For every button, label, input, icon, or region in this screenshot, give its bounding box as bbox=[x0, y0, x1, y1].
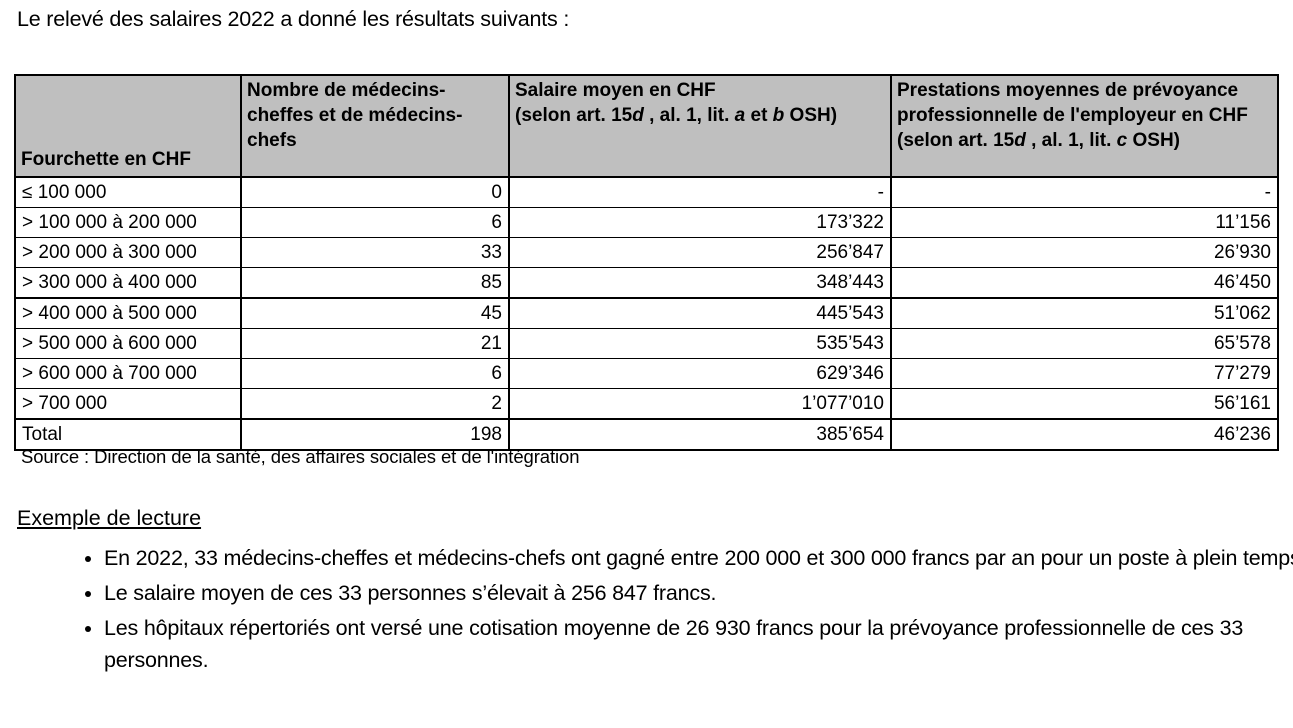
cell-range: > 500 000 à 600 000 bbox=[14, 328, 241, 359]
header-salary-legal-ref: (selon art. 15d , al. 1, lit. a et b OSH… bbox=[515, 105, 838, 126]
cell-pension: 26’930 bbox=[890, 237, 1278, 268]
cell-pension: 11’156 bbox=[890, 207, 1278, 238]
list-item: Le salaire moyen de ces 33 personnes s’é… bbox=[104, 577, 1293, 609]
table-row: > 500 000 à 600 000 21 535’543 65’578 bbox=[14, 328, 1278, 359]
cell-salary: 256’847 bbox=[508, 237, 891, 268]
cell-count: 6 bbox=[240, 358, 509, 389]
cell-range-total: Total bbox=[14, 418, 241, 450]
header-cell-pension: Prestations moyennes de prévoyance profe… bbox=[890, 74, 1278, 178]
cell-range: > 600 000 à 700 000 bbox=[14, 358, 241, 389]
cell-salary: 173’322 bbox=[508, 207, 891, 238]
header-cell-count: Nombre de médecins-cheffes et de médecin… bbox=[240, 74, 509, 178]
source-note: Source : Direction de la santé, des affa… bbox=[21, 446, 580, 467]
header-pension-legal-ref: (selon art. 15d , al. 1, lit. c OSH) bbox=[897, 130, 1180, 151]
table-row: ≤ 100 000 0 - - bbox=[14, 176, 1278, 208]
cell-range: ≤ 100 000 bbox=[14, 176, 241, 208]
cell-salary: 629’346 bbox=[508, 358, 891, 389]
cell-count: 21 bbox=[240, 328, 509, 359]
cell-pension: 51’062 bbox=[890, 297, 1278, 329]
salary-table: Fourchette en CHF Nombre de médecins-che… bbox=[14, 74, 1279, 451]
list-item: Les hôpitaux répertoriés ont versé une c… bbox=[104, 612, 1293, 676]
table-header-row: Fourchette en CHF Nombre de médecins-che… bbox=[14, 74, 1278, 178]
table-row: > 600 000 à 700 000 6 629’346 77’279 bbox=[14, 358, 1278, 389]
cell-range: > 300 000 à 400 000 bbox=[14, 267, 241, 299]
cell-count: 0 bbox=[240, 176, 509, 208]
table-body: ≤ 100 000 0 - - > 100 000 à 200 000 6 17… bbox=[14, 176, 1278, 450]
cell-salary: 535’543 bbox=[508, 328, 891, 359]
cell-range: > 400 000 à 500 000 bbox=[14, 297, 241, 329]
cell-pension: 46’450 bbox=[890, 267, 1278, 299]
header-cell-range: Fourchette en CHF bbox=[14, 74, 241, 178]
cell-count: 85 bbox=[240, 267, 509, 299]
table-row: > 100 000 à 200 000 6 173’322 11’156 bbox=[14, 207, 1278, 238]
cell-salary: 445’543 bbox=[508, 297, 891, 329]
header-pension-title: Prestations moyennes de prévoyance profe… bbox=[897, 80, 1248, 126]
cell-pension: 65’578 bbox=[890, 328, 1278, 359]
table-total-row: Total 198 385’654 46’236 bbox=[14, 418, 1278, 450]
cell-salary: 348’443 bbox=[508, 267, 891, 299]
cell-count-total: 198 bbox=[240, 418, 509, 450]
table-row: > 700 000 2 1’077’010 56’161 bbox=[14, 388, 1278, 419]
cell-range: > 700 000 bbox=[14, 388, 241, 419]
cell-count: 33 bbox=[240, 237, 509, 268]
cell-range: > 200 000 à 300 000 bbox=[14, 237, 241, 268]
list-item: En 2022, 33 médecins-cheffes et médecins… bbox=[104, 542, 1293, 574]
cell-count: 6 bbox=[240, 207, 509, 238]
table-row: > 400 000 à 500 000 45 445’543 51’062 bbox=[14, 297, 1278, 329]
cell-salary-total: 385’654 bbox=[508, 418, 891, 450]
table-row: > 300 000 à 400 000 85 348’443 46’450 bbox=[14, 267, 1278, 299]
cell-pension: - bbox=[890, 176, 1278, 208]
page-title: Le relevé des salaires 2022 a donné les … bbox=[17, 7, 570, 31]
cell-count: 2 bbox=[240, 388, 509, 419]
header-salary-title: Salaire moyen en CHF bbox=[515, 80, 716, 101]
cell-pension: 56’161 bbox=[890, 388, 1278, 419]
cell-range: > 100 000 à 200 000 bbox=[14, 207, 241, 238]
reading-example-list: En 2022, 33 médecins-cheffes et médecins… bbox=[57, 542, 1293, 679]
cell-pension-total: 46’236 bbox=[890, 418, 1278, 450]
cell-count: 45 bbox=[240, 297, 509, 329]
table-header: Fourchette en CHF Nombre de médecins-che… bbox=[14, 74, 1278, 178]
cell-salary: - bbox=[508, 176, 891, 208]
reading-example-heading: Exemple de lecture bbox=[17, 506, 202, 530]
cell-salary: 1’077’010 bbox=[508, 388, 891, 419]
header-cell-salary: Salaire moyen en CHF (selon art. 15d , a… bbox=[508, 74, 891, 178]
cell-pension: 77’279 bbox=[890, 358, 1278, 389]
table-row: > 200 000 à 300 000 33 256’847 26’930 bbox=[14, 237, 1278, 268]
